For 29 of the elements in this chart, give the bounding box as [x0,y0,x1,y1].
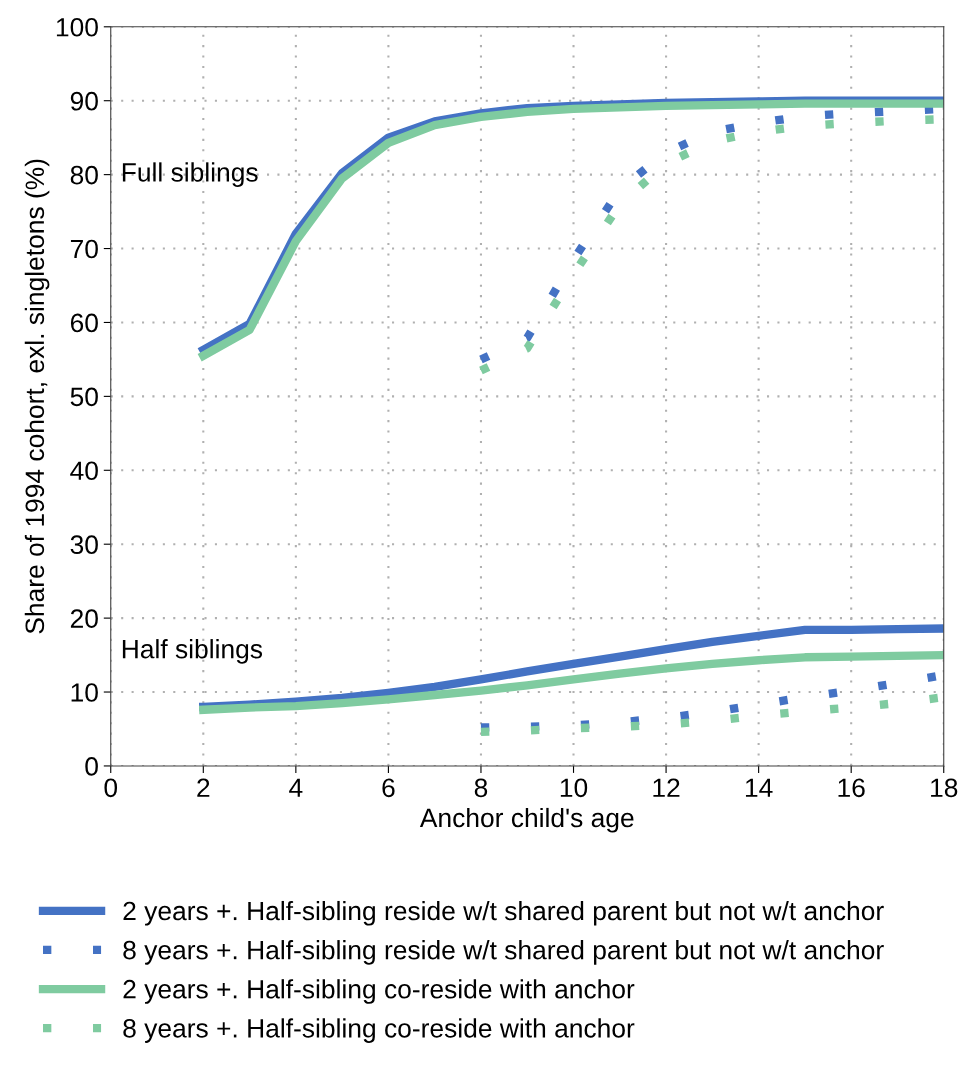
y-tick-label: 20 [70,609,98,628]
x-tick-label: 2 [197,778,210,797]
y-tick-label: 50 [70,387,98,407]
y-tick-label: 60 [70,313,98,333]
y-tick-label: 70 [70,239,98,259]
legend-label: 2 years +. Half-sibling co-reside with anchor [123,979,635,1004]
x-tick-label: 0 [104,778,118,798]
x-tick-label: 18 [931,778,958,798]
x-tick-label: 8 [474,778,488,798]
annotation: Full siblings [122,162,258,187]
x-axis-title: Anchor child's age [419,807,634,833]
x-tick-label: 10 [560,778,588,798]
annotation: Half siblings [122,639,263,664]
y-tick-label: 40 [70,461,98,481]
legend-label: 8 years +. Half-sibling reside w/t shared parent but not w/t anchor [123,940,884,965]
x-tick-label: 6 [382,778,395,798]
y-tick-label: 10 [71,683,98,702]
x-tick-label: 14 [745,778,773,797]
x-tick-label: 4 [289,778,303,797]
x-tick-label: 12 [653,778,680,797]
y-axis-title: Share of 1994 cohort, exl. singletons (%) [24,159,50,634]
y-tick-label: 90 [70,91,98,111]
x-tick-label: 16 [838,778,865,798]
y-tick-label: 80 [70,165,98,185]
y-tick-label: 100 [56,17,98,37]
y-tick-label: 0 [85,757,98,776]
legend-label: 8 years +. Half-sibling co-reside with anchor [123,1018,635,1043]
y-tick-label: 30 [70,535,98,555]
legend-label: 2 years +. Half-sibling reside w/t shared parent but not w/t anchor [123,900,884,926]
